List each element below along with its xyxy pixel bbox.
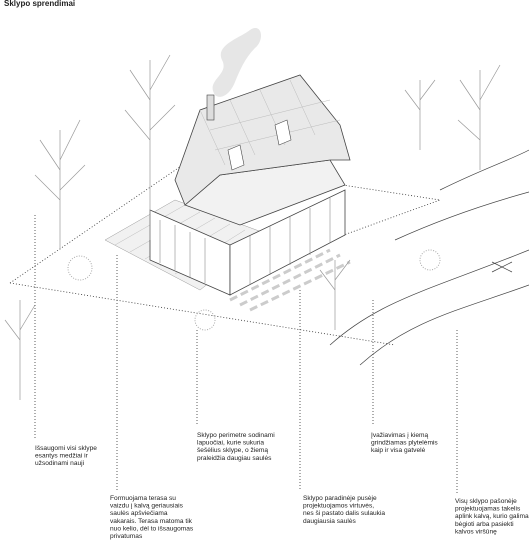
bush	[67, 255, 93, 281]
road	[329, 249, 529, 346]
tree	[404, 79, 436, 150]
pitched-roof	[174, 74, 351, 206]
site-boundary	[9, 159, 441, 346]
annotation: Sklypo perimetre sodinami lapuočiai, kuri…	[197, 432, 275, 462]
annotations: Išsaugomi visi sklype esantys medžiai ir u…	[35, 432, 529, 540]
windows	[159, 198, 331, 285]
annotation-line: Formuojama terasa su	[110, 495, 176, 502]
roof-window	[227, 144, 245, 171]
annotation-line: Sklypo paradinėje pusėje	[303, 495, 377, 502]
road	[439, 149, 529, 191]
tree	[4, 300, 36, 400]
road	[359, 284, 529, 366]
title: Sklypo sprendimai	[4, 0, 75, 8]
annotation-line: kaip ir visa gatvelė	[371, 447, 426, 454]
tree	[124, 54, 176, 240]
tree	[34, 119, 86, 250]
annotation: Formuojama terasa su vaizdu į kalvą geria…	[110, 495, 194, 540]
annotation: Visų sklypo pašonėje projektuojamas takel…	[455, 498, 529, 535]
north-mark	[491, 261, 513, 273]
leader-lines	[34, 215, 458, 495]
annotation-line: nes ši pastato dalis sulaukia	[303, 510, 385, 517]
annotation-line: praleidžia daugiau saulės	[197, 455, 272, 462]
annotation-line: grindžiamas plytelėmis	[371, 440, 438, 447]
tree	[319, 259, 351, 330]
annotation-line: daugiausia saulės	[303, 518, 356, 525]
annotation: Sklypo paradinėje pusėje projektuojamos v…	[303, 495, 385, 525]
bush	[194, 309, 216, 331]
annotation-line: vakarais. Terasa matoma tik	[110, 518, 193, 525]
annotation-line: projektuojamas takelis	[455, 506, 521, 513]
annotation-line: nuo kelio, dėl to išsaugomas	[110, 525, 194, 532]
annotation-line: projektuojamos virtuvės,	[303, 503, 374, 510]
annotation-line: Visų sklypo pašonėje	[455, 498, 517, 505]
annotation-line: Įvažiavimas į kiemą	[371, 432, 428, 439]
smoke	[212, 27, 262, 97]
annotation-line: aplink kalvą, kurio galima	[455, 513, 529, 520]
chimney	[206, 94, 215, 121]
bush	[419, 249, 441, 271]
annotation-line: kalvos viršūnę	[455, 528, 497, 535]
annotation: Išsaugomi visi sklype esantys medžiai ir u…	[35, 445, 97, 467]
annotation-line: užsodinami nauji	[35, 460, 85, 467]
annotation-line: saulės apšviečiama	[110, 510, 168, 517]
house-wall	[229, 189, 346, 296]
tree	[457, 64, 501, 170]
site-drawing	[4, 27, 529, 495]
annotation-line: lapuočiai, kurie sukuria	[197, 440, 264, 447]
roof-tiles	[199, 79, 341, 166]
roof-window	[274, 119, 292, 146]
driveway	[229, 248, 351, 312]
annotation-line: Išsaugomi visi sklype	[35, 445, 97, 452]
annotation-line: bėgioti arba pasiekti	[455, 521, 514, 528]
road	[394, 191, 529, 241]
annotation-line: šešėlius sklype, o žiemą	[197, 447, 268, 454]
annotation-line: Sklypo perimetre sodinami	[197, 432, 275, 439]
annotation-line: privatumas	[110, 533, 143, 540]
annotation-line: esantys medžiai ir	[35, 453, 89, 460]
annotation-line: vaizdu į kalvą geriausiais	[110, 503, 184, 510]
annotation: Įvažiavimas į kiemą grindžiamas plytelėmi…	[371, 432, 438, 454]
